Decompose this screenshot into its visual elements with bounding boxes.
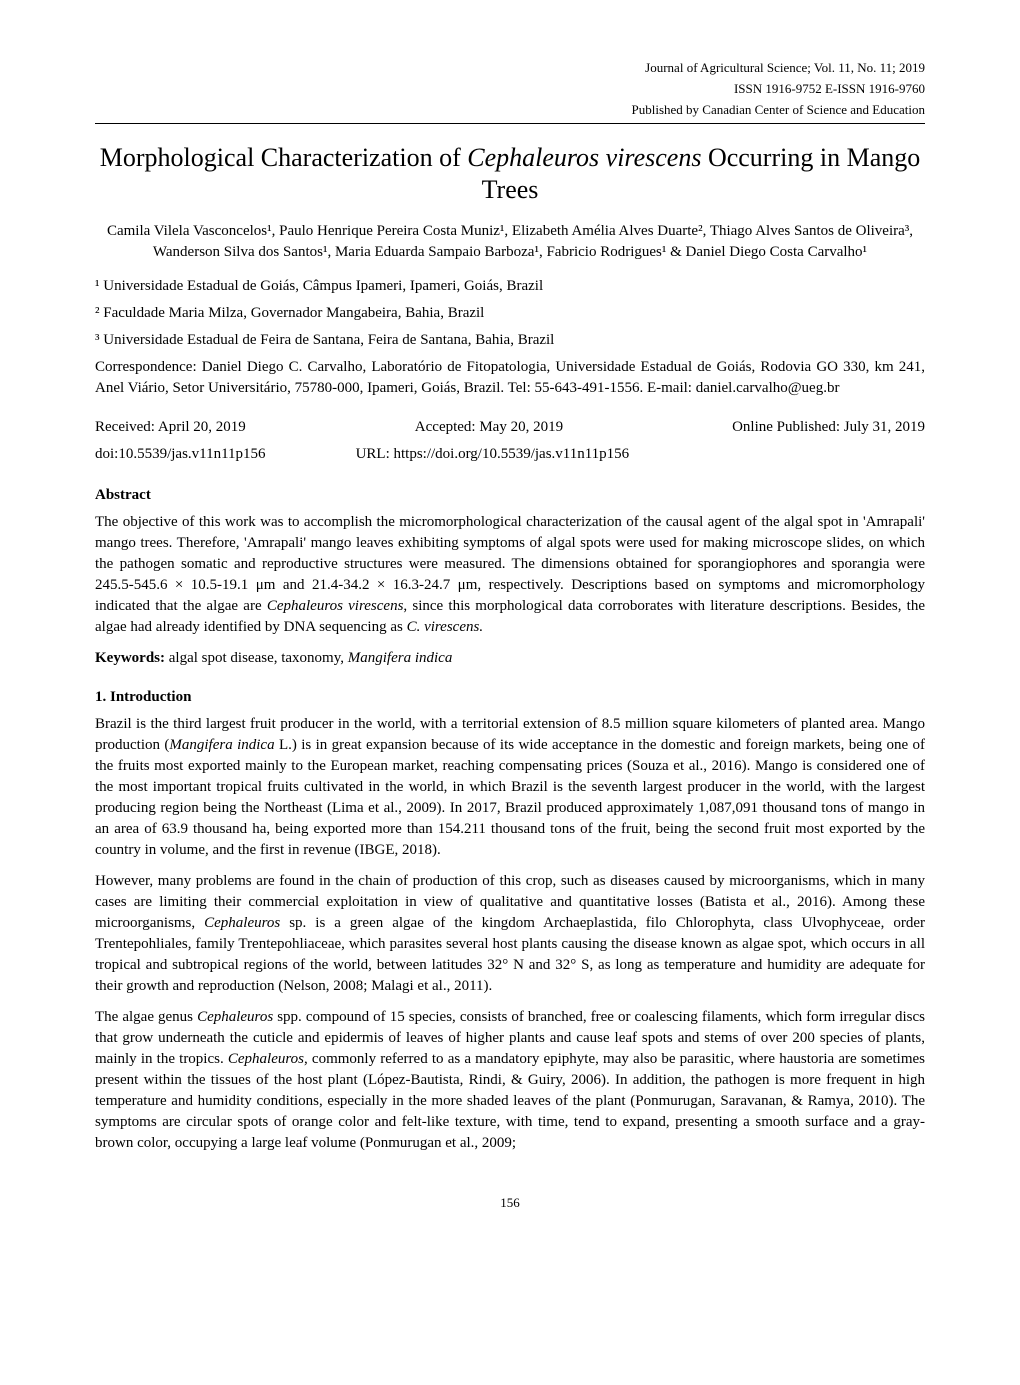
intro-paragraph: However, many problems are found in the … bbox=[95, 871, 925, 997]
intro-paragraph: The algae genus Cephaleuros spp. compoun… bbox=[95, 1007, 925, 1154]
doi-url: URL: https://doi.org/10.5539/jas.v11n11p… bbox=[356, 444, 630, 465]
journal-header-line3: Published by Canadian Center of Science … bbox=[95, 102, 925, 119]
text-span: L.) is in great expansion because of its… bbox=[95, 737, 925, 858]
title-pre: Morphological Characterization of bbox=[100, 143, 467, 172]
italic-term: C. virescens. bbox=[407, 619, 484, 635]
published-date: Online Published: July 31, 2019 bbox=[732, 417, 925, 438]
italic-term: Cephaleuros bbox=[204, 915, 280, 931]
accepted-date: Accepted: May 20, 2019 bbox=[415, 417, 563, 438]
abstract-text: The objective of this work was to accomp… bbox=[95, 512, 925, 638]
header-divider bbox=[95, 123, 925, 124]
doi-text: doi:10.5539/jas.v11n11p156 bbox=[95, 444, 266, 465]
italic-term: Mangifera indica bbox=[169, 737, 274, 753]
doi-row: doi:10.5539/jas.v11n11p156 URL: https://… bbox=[95, 444, 925, 465]
correspondence: Correspondence: Daniel Diego C. Carvalho… bbox=[95, 357, 925, 399]
received-date: Received: April 20, 2019 bbox=[95, 417, 246, 438]
affiliation: ³ Universidade Estadual de Feira de Sant… bbox=[95, 330, 925, 351]
article-title: Morphological Characterization of Cephal… bbox=[95, 142, 925, 207]
abstract-heading: Abstract bbox=[95, 485, 925, 506]
journal-header-line1: Journal of Agricultural Science; Vol. 11… bbox=[95, 60, 925, 77]
dates-row: Received: April 20, 2019 Accepted: May 2… bbox=[95, 417, 925, 438]
text-span: The algae genus bbox=[95, 1009, 197, 1025]
affiliation: ² Faculdade Maria Milza, Governador Mang… bbox=[95, 303, 925, 324]
italic-term: Cephaleuros bbox=[197, 1009, 273, 1025]
intro-heading: 1. Introduction bbox=[95, 687, 925, 708]
intro-paragraph: Brazil is the third largest fruit produc… bbox=[95, 714, 925, 861]
italic-term: Mangifera indica bbox=[348, 650, 453, 666]
page-number: 156 bbox=[95, 1194, 925, 1212]
italic-term: Cephaleuros bbox=[228, 1051, 304, 1067]
keywords-label: Keywords: bbox=[95, 650, 165, 666]
keywords: Keywords: algal spot disease, taxonomy, … bbox=[95, 648, 925, 669]
journal-header-line2: ISSN 1916-9752 E-ISSN 1916-9760 bbox=[95, 81, 925, 98]
text-span: algal spot disease, taxonomy, bbox=[165, 650, 348, 666]
affiliation: ¹ Universidade Estadual de Goiás, Câmpus… bbox=[95, 276, 925, 297]
authors-list: Camila Vilela Vasconcelos¹, Paulo Henriq… bbox=[95, 221, 925, 265]
italic-term: Cephaleuros virescens bbox=[267, 598, 404, 614]
title-italic: Cephaleuros virescens bbox=[467, 143, 701, 172]
